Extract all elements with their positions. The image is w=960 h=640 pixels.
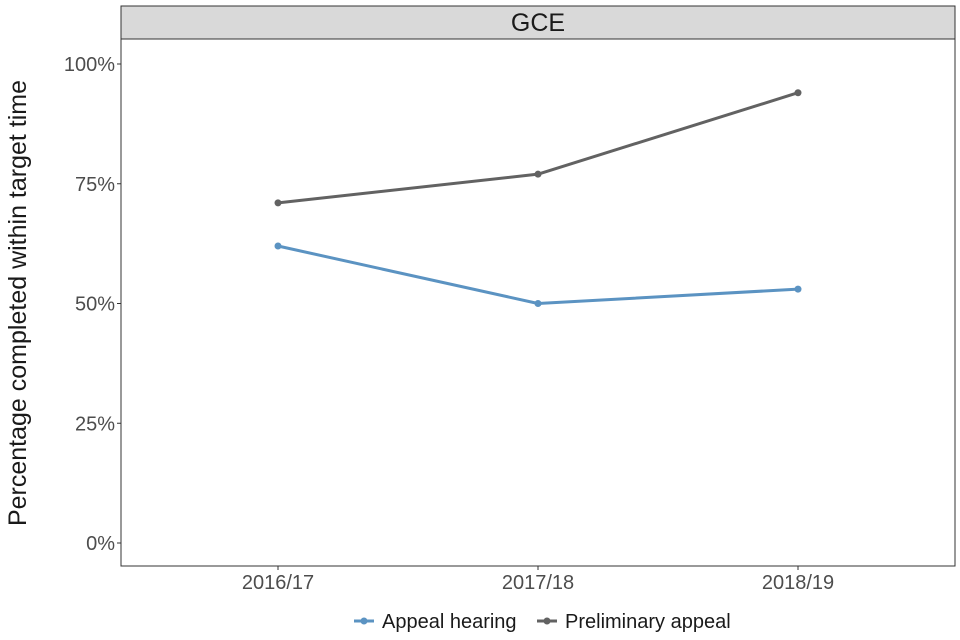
x-axis: 2016/17 2017/18 2018/19 — [242, 566, 834, 594]
y-tick-label: 75% — [75, 174, 115, 196]
data-point — [534, 300, 542, 307]
data-point — [274, 242, 282, 250]
y-tick-label: 100% — [64, 54, 115, 76]
y-tick-label: 25% — [75, 413, 115, 435]
x-tick-label: 2016/17 — [242, 572, 314, 594]
data-point — [274, 199, 282, 207]
data-point — [534, 170, 542, 178]
y-axis-title: Percentage completed within target time — [4, 80, 32, 526]
facet-label: GCE — [511, 9, 565, 37]
x-tick-label: 2017/18 — [502, 572, 574, 594]
y-tick-label: 50% — [75, 294, 115, 316]
y-axis: 0% 25% 50% 75% 100% — [64, 54, 121, 555]
y-tick-label: 0% — [86, 533, 115, 555]
data-point — [794, 285, 802, 293]
x-tick-label: 2018/19 — [762, 572, 834, 594]
legend: Appeal hearing Preliminary appeal — [354, 611, 731, 633]
series-layer — [274, 89, 802, 307]
legend-label: Preliminary appeal — [565, 611, 731, 633]
legend-key-point — [543, 617, 551, 625]
legend-key-point — [360, 617, 368, 625]
legend-label: Appeal hearing — [382, 611, 517, 633]
data-point — [794, 89, 802, 97]
facet-strip — [120, 5, 956, 40]
